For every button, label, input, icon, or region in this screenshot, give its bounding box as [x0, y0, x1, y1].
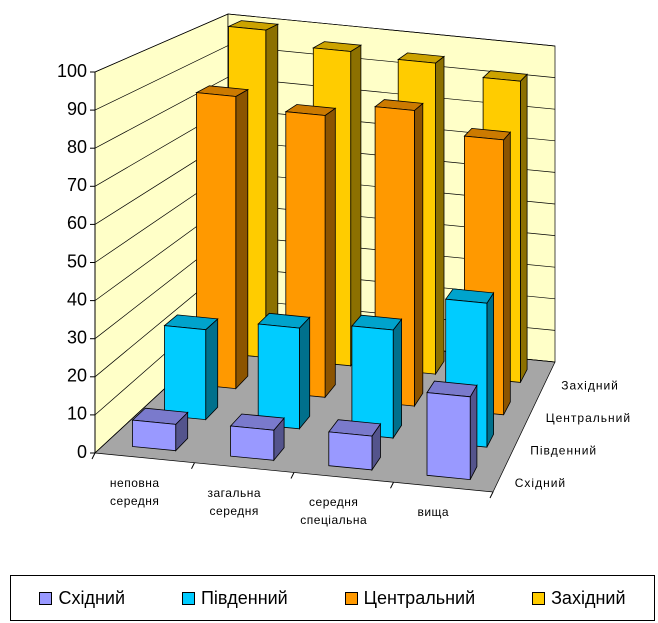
- bar-side: [324, 107, 336, 399]
- plot: 0 10 20 30 40 50 60 70 80 90 100 Західний Центральни…: [57, 13, 631, 499]
- bar-side: [392, 318, 403, 440]
- tick-mark: [290, 472, 295, 479]
- y-tick-label: 20: [67, 366, 87, 386]
- y-tick-label: 50: [67, 251, 87, 271]
- bar: [328, 431, 373, 471]
- bar: [132, 419, 177, 452]
- legend-item: Східний: [39, 588, 125, 609]
- y-tick-label: 0: [77, 442, 87, 462]
- y-tick-label: 40: [67, 289, 87, 309]
- depth-label: Південний: [530, 443, 597, 457]
- legend-swatch: [532, 591, 546, 605]
- bar: [351, 325, 394, 439]
- tick-mark: [191, 462, 195, 469]
- bar-side: [298, 316, 311, 430]
- bar-side: [413, 102, 424, 408]
- legend-swatch: [39, 591, 53, 605]
- tick-mark: [390, 482, 394, 489]
- y-tick-label: 30: [67, 327, 87, 347]
- x-tick-label: неповна середня: [109, 475, 160, 508]
- depth-label: Східний: [515, 476, 566, 490]
- legend: Східний Південний Центральний Західний: [10, 575, 655, 621]
- bar-side: [469, 383, 478, 480]
- y-tick-label: 100: [57, 61, 87, 81]
- legend-label: Центральний: [363, 587, 476, 608]
- bar-side: [235, 88, 249, 390]
- bar-side: [486, 291, 495, 448]
- y-tick-label: 60: [67, 213, 87, 233]
- bar-side: [503, 131, 511, 415]
- x-tick-label: середня спеціальна: [300, 495, 368, 528]
- legend-item: Західний: [532, 587, 626, 609]
- grid-line: [94, 13, 556, 73]
- bar: [426, 392, 471, 481]
- grid-line: [94, 76, 556, 149]
- bar-side: [205, 318, 219, 421]
- legend-label: Південний: [200, 587, 288, 608]
- bar-side: [520, 73, 528, 383]
- y-tick-label: 80: [67, 137, 87, 157]
- legend-swatch: [181, 591, 195, 605]
- grid-line: [94, 45, 556, 111]
- y-tick-label: 70: [67, 175, 87, 195]
- y-tick-label: 90: [67, 99, 87, 119]
- legend-swatch: [344, 591, 358, 605]
- legend-item: Південний: [181, 587, 288, 609]
- legend-item: Центральний: [344, 587, 476, 609]
- tick-mark: [91, 452, 96, 460]
- x-tick-label: загальна середня: [207, 485, 262, 518]
- bar: [164, 325, 207, 421]
- legend-label: Західний: [551, 587, 626, 608]
- depth-label: Центральний: [546, 411, 631, 425]
- bar: [196, 92, 237, 390]
- legend-label: Східний: [58, 587, 126, 608]
- bar-side: [265, 23, 279, 359]
- bar: [230, 425, 275, 461]
- y-tick-label: 10: [67, 404, 87, 424]
- bar: [257, 323, 300, 430]
- depth-label: Західний: [561, 378, 619, 392]
- x-tick-label: вища: [417, 505, 450, 520]
- tick-mark: [489, 491, 494, 499]
- bar-side: [435, 55, 445, 376]
